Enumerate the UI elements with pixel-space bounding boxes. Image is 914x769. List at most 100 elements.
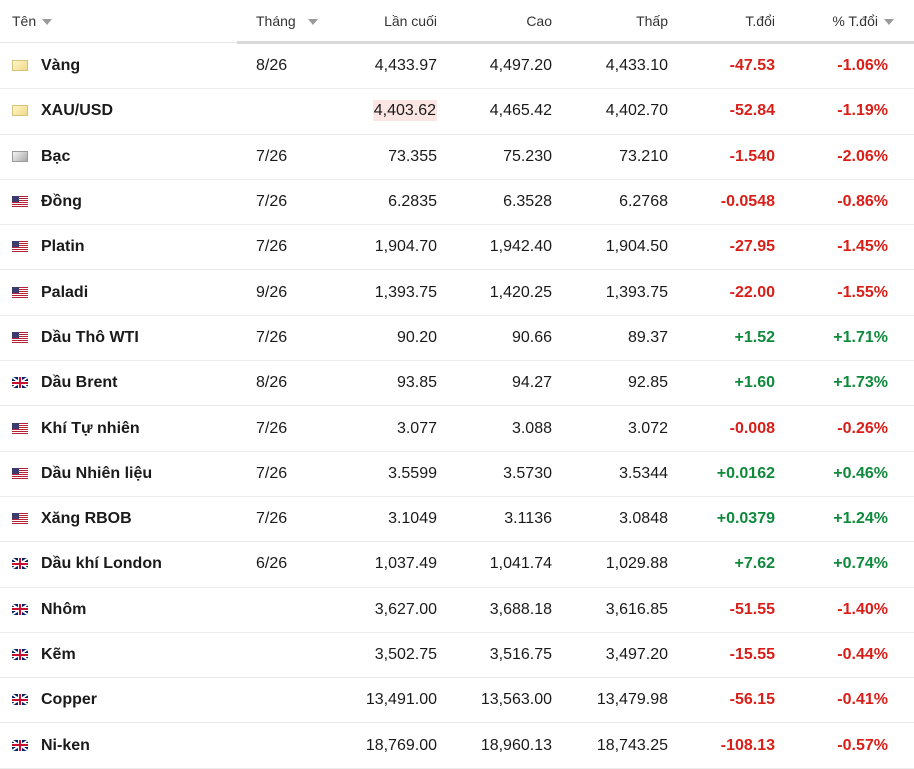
header-cell[interactable]: Tháng	[237, 0, 337, 44]
instrument-name[interactable]: Dầu Thô WTI	[41, 328, 139, 346]
low-price: 1,904.50	[605, 238, 668, 256]
table-row: Dầu Nhiên liệu 7/26 3.5599 3.5730 3.5344 +0.0…	[0, 451, 914, 497]
header-text: Lần cuối	[384, 12, 437, 29]
cell: 13,563.00	[445, 677, 560, 724]
cell: +1.52	[676, 315, 783, 362]
cell: -1.540	[676, 134, 783, 180]
cell: 18,960.13	[445, 722, 560, 769]
change-percent: -1.19%	[837, 102, 888, 120]
low-price: 1,393.75	[605, 283, 668, 301]
cell: Dầu Thô WTI	[0, 315, 237, 362]
high-price: 94.27	[511, 374, 552, 392]
table-row: Platin 7/26 1,904.70 1,942.40 1,904.50 -27.95…	[0, 224, 914, 271]
cell: 6/26	[237, 541, 337, 588]
last-price: 13,491.00	[365, 691, 437, 709]
cell: 4,402.70	[560, 88, 676, 135]
instrument-name[interactable]: Nhôm	[41, 600, 87, 618]
header-cell[interactable]: Tên	[0, 0, 237, 43]
header-cell: T.đổi	[676, 0, 783, 44]
cell: +0.0379	[676, 496, 783, 543]
contract-month: 7/26	[256, 147, 288, 165]
change: -1.540	[729, 147, 775, 165]
flag-icon	[12, 59, 28, 71]
low-price: 73.210	[619, 147, 668, 165]
low-price: 3.0848	[619, 510, 668, 528]
cell: 1,041.74	[445, 541, 560, 588]
cell: 4,433.10	[560, 42, 676, 90]
last-price: 1,393.75	[374, 283, 437, 301]
cell: 3.1136	[445, 496, 560, 543]
cell: Xăng RBOB	[0, 496, 237, 543]
cell: 7/26	[237, 224, 337, 271]
contract-month: 7/26	[256, 193, 288, 211]
instrument-name[interactable]: Vàng	[41, 56, 81, 74]
cell: 6.3528	[445, 179, 560, 226]
instrument-name[interactable]: Copper	[41, 691, 97, 709]
cell: +1.60	[676, 360, 783, 407]
flag-icon	[12, 150, 28, 162]
last-price: 1,904.70	[374, 238, 437, 256]
low-price: 3.5344	[619, 464, 668, 482]
instrument-name[interactable]: Platin	[41, 238, 85, 256]
instrument-name[interactable]: Kẽm	[41, 646, 76, 663]
high-price: 13,563.00	[480, 691, 552, 709]
instrument-name[interactable]: Dầu Nhiên liệu	[41, 464, 153, 482]
change-percent: +0.74%	[833, 555, 888, 573]
change-percent: +1.71%	[833, 328, 888, 346]
header-text: Tên	[12, 13, 37, 29]
table-row: Paladi 9/26 1,393.75 1,420.25 1,393.75 -22.00…	[0, 269, 914, 316]
header-cell[interactable]: % T.đổi	[783, 0, 914, 44]
cell: Copper	[0, 677, 237, 724]
last-price: 18,769.00	[365, 736, 437, 754]
table-row: Đồng 7/26 6.2835 6.3528 6.2768 -0.0548 -0.86%	[0, 179, 914, 226]
instrument-name[interactable]: Khí Tự nhiên	[41, 419, 140, 437]
contract-month: 9/26	[256, 283, 288, 301]
cell: Kẽm	[0, 632, 237, 679]
last-price: 3,627.00	[374, 600, 437, 618]
header-cell: Cao	[445, 0, 560, 44]
flag-icon	[12, 603, 28, 615]
header-text: Cao	[526, 12, 552, 29]
cell: XAU/USD	[0, 88, 237, 135]
cell: 3,627.00	[337, 587, 445, 633]
last-price: 6.2835	[388, 193, 437, 211]
last-price: 3.5599	[388, 464, 437, 482]
cell: 7/26	[237, 496, 337, 543]
cell: -1.40%	[783, 587, 914, 633]
contract-month: 6/26	[256, 555, 288, 573]
last-price: 1,037.49	[374, 555, 437, 573]
cell: -0.008	[676, 405, 783, 452]
cell: 1,029.88	[560, 541, 676, 588]
instrument-name[interactable]: Dầu khí London	[41, 555, 162, 573]
cell: 18,743.25	[560, 722, 676, 769]
instrument-name[interactable]: Xăng RBOB	[41, 510, 132, 528]
cell: -0.86%	[783, 179, 914, 226]
cell: 1,942.40	[445, 224, 560, 271]
cell: 1,904.50	[560, 224, 676, 271]
table-row: Dầu Brent 8/26 93.85 94.27 92.85 +1.60 +1.73%	[0, 360, 914, 407]
low-price: 18,743.25	[596, 736, 668, 754]
header-text: % T.đổi	[832, 12, 878, 29]
cell: +0.46%	[783, 451, 914, 497]
low-price: 1,029.88	[605, 555, 668, 573]
instrument-name[interactable]: Bạc	[41, 147, 71, 165]
instrument-name[interactable]: Paladi	[41, 283, 89, 301]
last-price: 3.077	[396, 419, 437, 437]
instrument-name[interactable]: Dầu Brent	[41, 374, 118, 392]
cell: -0.41%	[783, 677, 914, 724]
cell	[237, 88, 337, 135]
high-price: 3.088	[511, 419, 552, 437]
cell: 13,479.98	[560, 677, 676, 724]
cell: Ni-ken	[0, 722, 237, 769]
flag-icon	[12, 286, 28, 298]
instrument-name[interactable]: Đồng	[41, 193, 82, 211]
flag-icon	[12, 649, 28, 660]
last-price: 3,502.75	[374, 646, 437, 663]
cell: 8/26	[237, 42, 337, 90]
instrument-name[interactable]: XAU/USD	[41, 102, 114, 120]
table-row: Dầu khí London 6/26 1,037.49 1,041.74 1,029.…	[0, 541, 914, 588]
change: +0.0379	[716, 510, 775, 528]
instrument-name[interactable]: Ni-ken	[41, 736, 90, 754]
